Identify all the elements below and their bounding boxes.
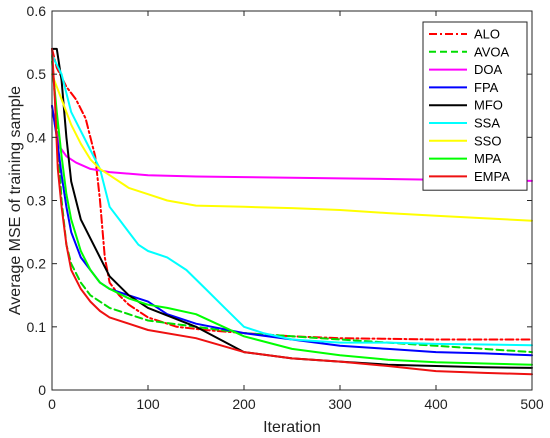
y-tick-label: 0.2 [27,256,47,272]
series-line-ssa [51,54,533,347]
series-line-alo [51,47,533,341]
series-line-empa [51,47,533,376]
legend-label-avoa: AVOA [474,44,509,59]
legend-label-ssa: SSA [474,116,500,131]
x-tick-label: 100 [136,396,160,412]
y-tick-label: 0.4 [27,129,47,145]
axis-ticks: 0 100 200 300 400 500 0 0.1 0.2 0.3 0.4 0.5 0.6 [27,3,544,412]
x-tick-label: 200 [232,396,256,412]
x-tick-label: 0 [48,396,56,412]
series-line-mpa [51,60,533,366]
legend-label-doa: DOA [474,62,503,77]
y-tick-label: 0.6 [27,3,47,19]
y-tick-label: 0.3 [27,193,47,209]
y-tick-label: 0.5 [27,66,47,82]
series-line-mfo [51,47,533,369]
legend-label-alo: ALO [474,27,500,42]
x-tick-label: 500 [520,396,544,412]
legend-label-fpa: FPA [474,80,499,95]
series-line-doa [51,104,533,182]
series-line-fpa [51,104,533,357]
x-axis-title: Iteration [263,419,321,436]
legend-label-empa: EMPA [474,169,510,184]
legend-label-mpa: MPA [474,151,502,166]
y-axis-title: Average MSE of training sample [7,86,24,315]
legend-label-mfo: MFO [474,98,503,113]
x-tick-label: 300 [328,396,352,412]
legend: ALO AVOA DOA FPA MFO SSA SSO MPA EMPA [422,21,528,191]
y-tick-label: 0.1 [27,319,47,335]
legend-label-sso: SSO [474,133,501,148]
series-layer [51,47,533,376]
y-tick-label: 0 [38,382,46,398]
series-line-sso [51,73,533,222]
x-tick-label: 400 [424,396,448,412]
